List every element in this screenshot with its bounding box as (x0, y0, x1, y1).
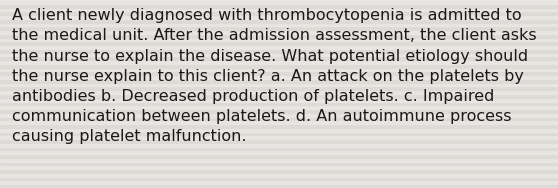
Bar (0, 71, 558, 75)
Bar (0, 102, 558, 105)
Bar (0, 30, 558, 34)
Bar (0, 60, 558, 64)
Bar (0, 94, 558, 98)
Bar (0, 113, 558, 117)
Bar (0, 184, 558, 188)
Bar (0, 15, 558, 19)
Bar (0, 49, 558, 53)
Bar (0, 26, 558, 30)
Bar (0, 120, 558, 124)
Bar (0, 75, 558, 79)
Bar (0, 105, 558, 109)
Bar (0, 173, 558, 177)
Bar (0, 165, 558, 169)
Bar (0, 117, 558, 120)
Bar (0, 158, 558, 162)
Bar (0, 154, 558, 158)
Bar (0, 147, 558, 150)
Bar (0, 19, 558, 23)
Bar (0, 64, 558, 68)
Bar (0, 83, 558, 86)
Bar (0, 11, 558, 15)
Bar (0, 38, 558, 41)
Bar (0, 90, 558, 94)
Bar (0, 150, 558, 154)
Bar (0, 109, 558, 113)
Text: A client newly diagnosed with thrombocytopenia is admitted to
the medical unit. : A client newly diagnosed with thrombocyt… (12, 8, 537, 144)
Bar (0, 135, 558, 139)
Bar (0, 56, 558, 60)
Bar (0, 128, 558, 132)
Bar (0, 143, 558, 147)
Bar (0, 124, 558, 128)
Bar (0, 132, 558, 135)
Bar (0, 68, 558, 71)
Bar (0, 23, 558, 26)
Bar (0, 8, 558, 11)
Bar (0, 34, 558, 38)
Bar (0, 162, 558, 165)
Bar (0, 79, 558, 83)
Bar (0, 4, 558, 8)
Bar (0, 177, 558, 180)
Bar (0, 53, 558, 56)
Bar (0, 0, 558, 4)
Bar (0, 169, 558, 173)
Bar (0, 98, 558, 102)
Bar (0, 139, 558, 143)
Bar (0, 180, 558, 184)
Bar (0, 86, 558, 90)
Bar (0, 41, 558, 45)
Bar (0, 45, 558, 49)
